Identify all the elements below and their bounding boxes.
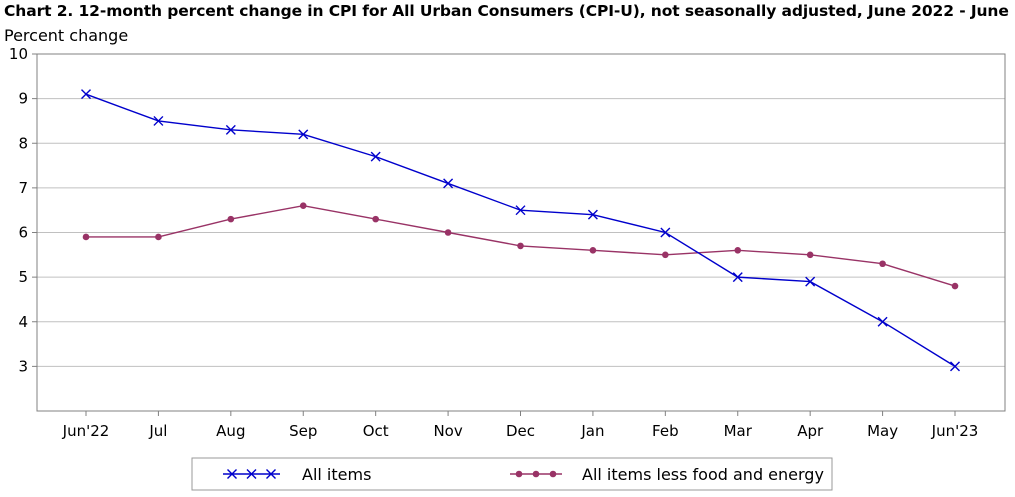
data-point bbox=[225, 124, 236, 135]
y-tick-label: 4 bbox=[18, 313, 28, 331]
data-point bbox=[589, 247, 597, 254]
data-point bbox=[82, 233, 90, 241]
y-tick-label: 6 bbox=[18, 224, 28, 242]
data-point-stroke bbox=[81, 89, 91, 100]
x-tick-label: Jan bbox=[580, 422, 604, 440]
data-point bbox=[372, 215, 379, 223]
y-tick-label: 8 bbox=[18, 134, 28, 152]
series-layer bbox=[81, 89, 960, 372]
data-point bbox=[517, 242, 524, 250]
data-point-stroke bbox=[587, 209, 598, 220]
data-point bbox=[515, 205, 526, 216]
x-tick-label: Nov bbox=[433, 422, 462, 440]
data-point bbox=[227, 469, 237, 479]
y-tick-label: 9 bbox=[18, 90, 28, 108]
chart-title: Chart 2. 12-month percent change in CPI … bbox=[4, 2, 1015, 20]
data-point bbox=[732, 272, 743, 283]
data-point bbox=[299, 202, 307, 210]
y-tick-label: 3 bbox=[18, 357, 28, 375]
data-point bbox=[950, 361, 960, 372]
data-point-stroke bbox=[225, 124, 236, 135]
series-line bbox=[85, 93, 956, 367]
data-point-stroke bbox=[370, 151, 381, 162]
legend-label: All items less food and energy bbox=[582, 465, 824, 484]
data-point bbox=[246, 469, 257, 479]
data-point-stroke bbox=[660, 227, 671, 238]
x-tick-label: Apr bbox=[797, 422, 824, 440]
data-point-stroke bbox=[153, 115, 164, 126]
data-point bbox=[153, 115, 164, 126]
data-point bbox=[227, 215, 235, 223]
data-point bbox=[951, 282, 959, 290]
data-point-stroke bbox=[298, 129, 309, 140]
data-point bbox=[370, 151, 381, 162]
data-point bbox=[877, 316, 888, 327]
y-tick-label: 10 bbox=[9, 45, 28, 63]
data-point-stroke bbox=[227, 469, 237, 479]
data-point bbox=[515, 470, 523, 478]
legend-item: All items less food and energy bbox=[510, 465, 824, 484]
y-axis-label: Percent change bbox=[4, 26, 129, 45]
y-tick-label: 7 bbox=[18, 179, 28, 197]
data-point-stroke bbox=[266, 469, 276, 479]
x-tick-label: Oct bbox=[363, 422, 389, 440]
data-point bbox=[532, 470, 540, 478]
data-point bbox=[734, 247, 742, 254]
data-point bbox=[879, 260, 886, 268]
x-tick-label: Dec bbox=[506, 422, 535, 440]
data-point bbox=[298, 129, 309, 140]
x-axis-ticks: Jun'22 Jul Aug Sep Oct Nov Dec Jan Feb Mar Apr May J… bbox=[62, 411, 979, 440]
data-point-stroke bbox=[246, 469, 257, 479]
x-tick-label: Aug bbox=[216, 422, 245, 440]
data-point bbox=[443, 178, 454, 189]
data-point bbox=[662, 251, 669, 259]
data-point-stroke bbox=[732, 272, 743, 283]
data-point bbox=[805, 276, 816, 287]
gridlines bbox=[37, 98, 1005, 367]
x-tick-label: Mar bbox=[724, 422, 753, 440]
x-tick-label: May bbox=[867, 422, 898, 440]
data-point-stroke bbox=[443, 178, 454, 189]
legend-item: All items bbox=[223, 465, 371, 484]
y-tick-label: 5 bbox=[18, 268, 28, 286]
data-point-stroke bbox=[515, 205, 526, 216]
data-point-stroke bbox=[877, 316, 888, 327]
data-point bbox=[81, 89, 91, 100]
x-tick-label: Jul bbox=[148, 422, 167, 440]
data-point bbox=[155, 233, 162, 241]
data-point bbox=[587, 209, 598, 220]
x-tick-label: Feb bbox=[652, 422, 679, 440]
data-point bbox=[444, 229, 452, 236]
data-point bbox=[660, 227, 671, 238]
y-axis-ticks: 3 4 5 6 7 8 9 10 bbox=[9, 45, 37, 375]
x-tick-label: Jun'22 bbox=[62, 422, 110, 440]
data-point-stroke bbox=[805, 276, 816, 287]
data-point bbox=[806, 251, 814, 259]
legend: All items All items less food and energy bbox=[191, 457, 833, 491]
data-point bbox=[549, 470, 557, 478]
data-point-stroke bbox=[950, 361, 960, 372]
data-point bbox=[266, 469, 276, 479]
x-tick-label: Jun'23 bbox=[931, 422, 979, 440]
x-tick-label: Sep bbox=[289, 422, 317, 440]
legend-label: All items bbox=[302, 465, 371, 484]
